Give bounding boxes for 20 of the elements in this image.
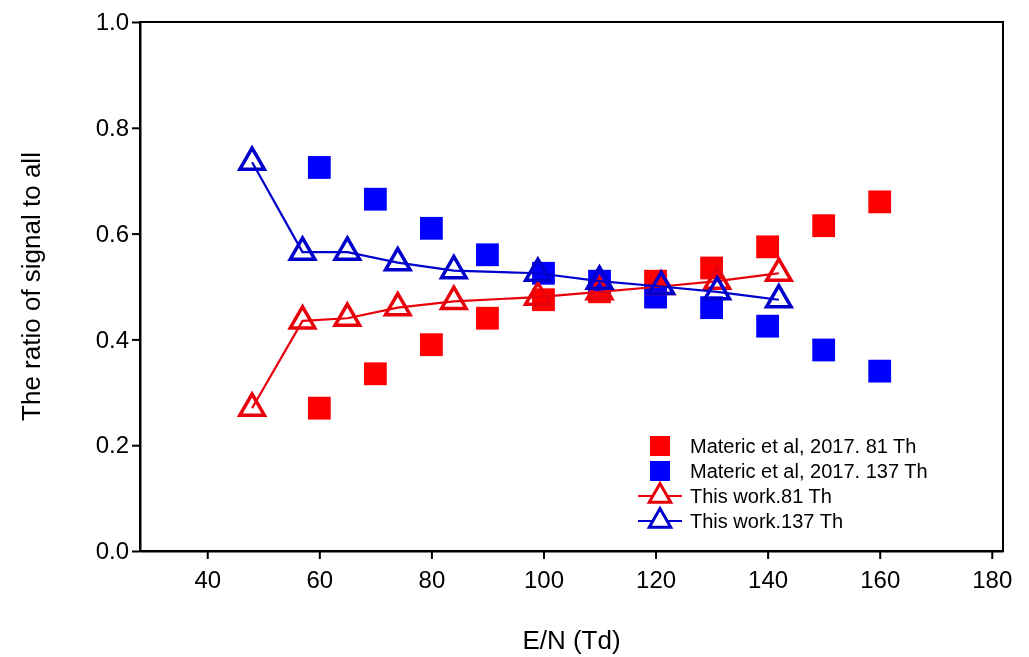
x-tick-label: 60 (306, 566, 334, 594)
x-tick-label: 100 (523, 566, 564, 594)
y-tick-label: 0.6 (95, 219, 129, 247)
y-tick-label: 0.2 (95, 431, 129, 459)
y-tick-label: 0.4 (95, 325, 129, 353)
y-tick-label: 0.8 (95, 113, 129, 141)
x-tick-label: 140 (748, 566, 789, 594)
x-tick-label: 120 (636, 566, 677, 594)
x-tick-label: 160 (860, 566, 901, 594)
x-tick-label: 80 (418, 566, 446, 594)
x-tick-label: 40 (194, 566, 222, 594)
y-axis-title: The ratio of signal to all (16, 152, 46, 421)
legend-label: Materic et al, 2017. 137 Th (690, 460, 928, 482)
legend-label: Materic et al, 2017. 81 Th (690, 435, 917, 457)
x-axis-title: E/N (Td) (522, 625, 621, 655)
legend-label: This work.81 Th (690, 485, 832, 507)
y-tick-label: 1.0 (95, 8, 129, 36)
legend-label: This work.137 Th (690, 510, 844, 532)
x-tick-label: 180 (972, 566, 1013, 594)
y-tick-label: 0.0 (95, 537, 129, 565)
